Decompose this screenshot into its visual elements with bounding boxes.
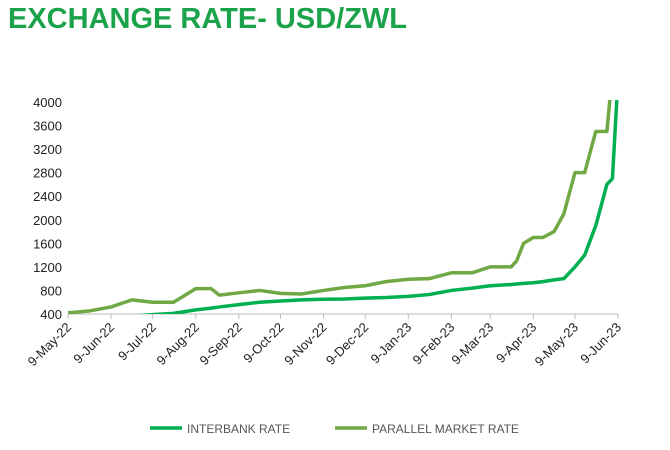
x-tick-label: 9-Aug-22: [153, 320, 201, 368]
y-tick-label: 400: [40, 307, 62, 322]
series-line: [67, 100, 612, 314]
y-tick-label: 3200: [33, 142, 62, 157]
y-tick-label: 800: [40, 283, 62, 298]
x-tick-label: 9-Sep-22: [197, 320, 245, 368]
x-tick-label: 9-May-23: [532, 320, 581, 369]
x-tick-label: 9-Oct-22: [240, 320, 286, 366]
x-tick-label: 9-Jan-23: [368, 320, 415, 367]
y-tick-label: 1200: [33, 260, 62, 275]
y-tick-label: 3600: [33, 119, 62, 134]
x-tick-label: 9-Mar-23: [448, 320, 496, 368]
chart-title: EXCHANGE RATE- USD/ZWL: [8, 3, 407, 35]
x-tick-label: 9-Jun-23: [577, 320, 624, 367]
plot-area: [67, 100, 619, 314]
y-tick-label: 2800: [33, 166, 62, 181]
x-tick-label: 9-Jul-22: [115, 320, 159, 364]
y-tick-label: 1600: [33, 236, 62, 251]
series-line: [138, 100, 619, 314]
y-tick-label: 4000: [33, 95, 62, 110]
x-tick-label: 9-Dec-22: [323, 320, 371, 368]
legend-label: PARALLEL MARKET RATE: [372, 422, 519, 436]
x-tick-label: 9-Feb-23: [410, 320, 458, 368]
y-tick-label: 2400: [33, 189, 62, 204]
x-tick-label: 9-May-22: [25, 320, 74, 369]
legend-label: INTERBANK RATE: [187, 422, 290, 436]
x-tick-label: 9-Nov-22: [281, 320, 329, 368]
y-tick-label: 2000: [33, 213, 62, 228]
x-tick-label: 9-Jun-22: [70, 320, 117, 367]
